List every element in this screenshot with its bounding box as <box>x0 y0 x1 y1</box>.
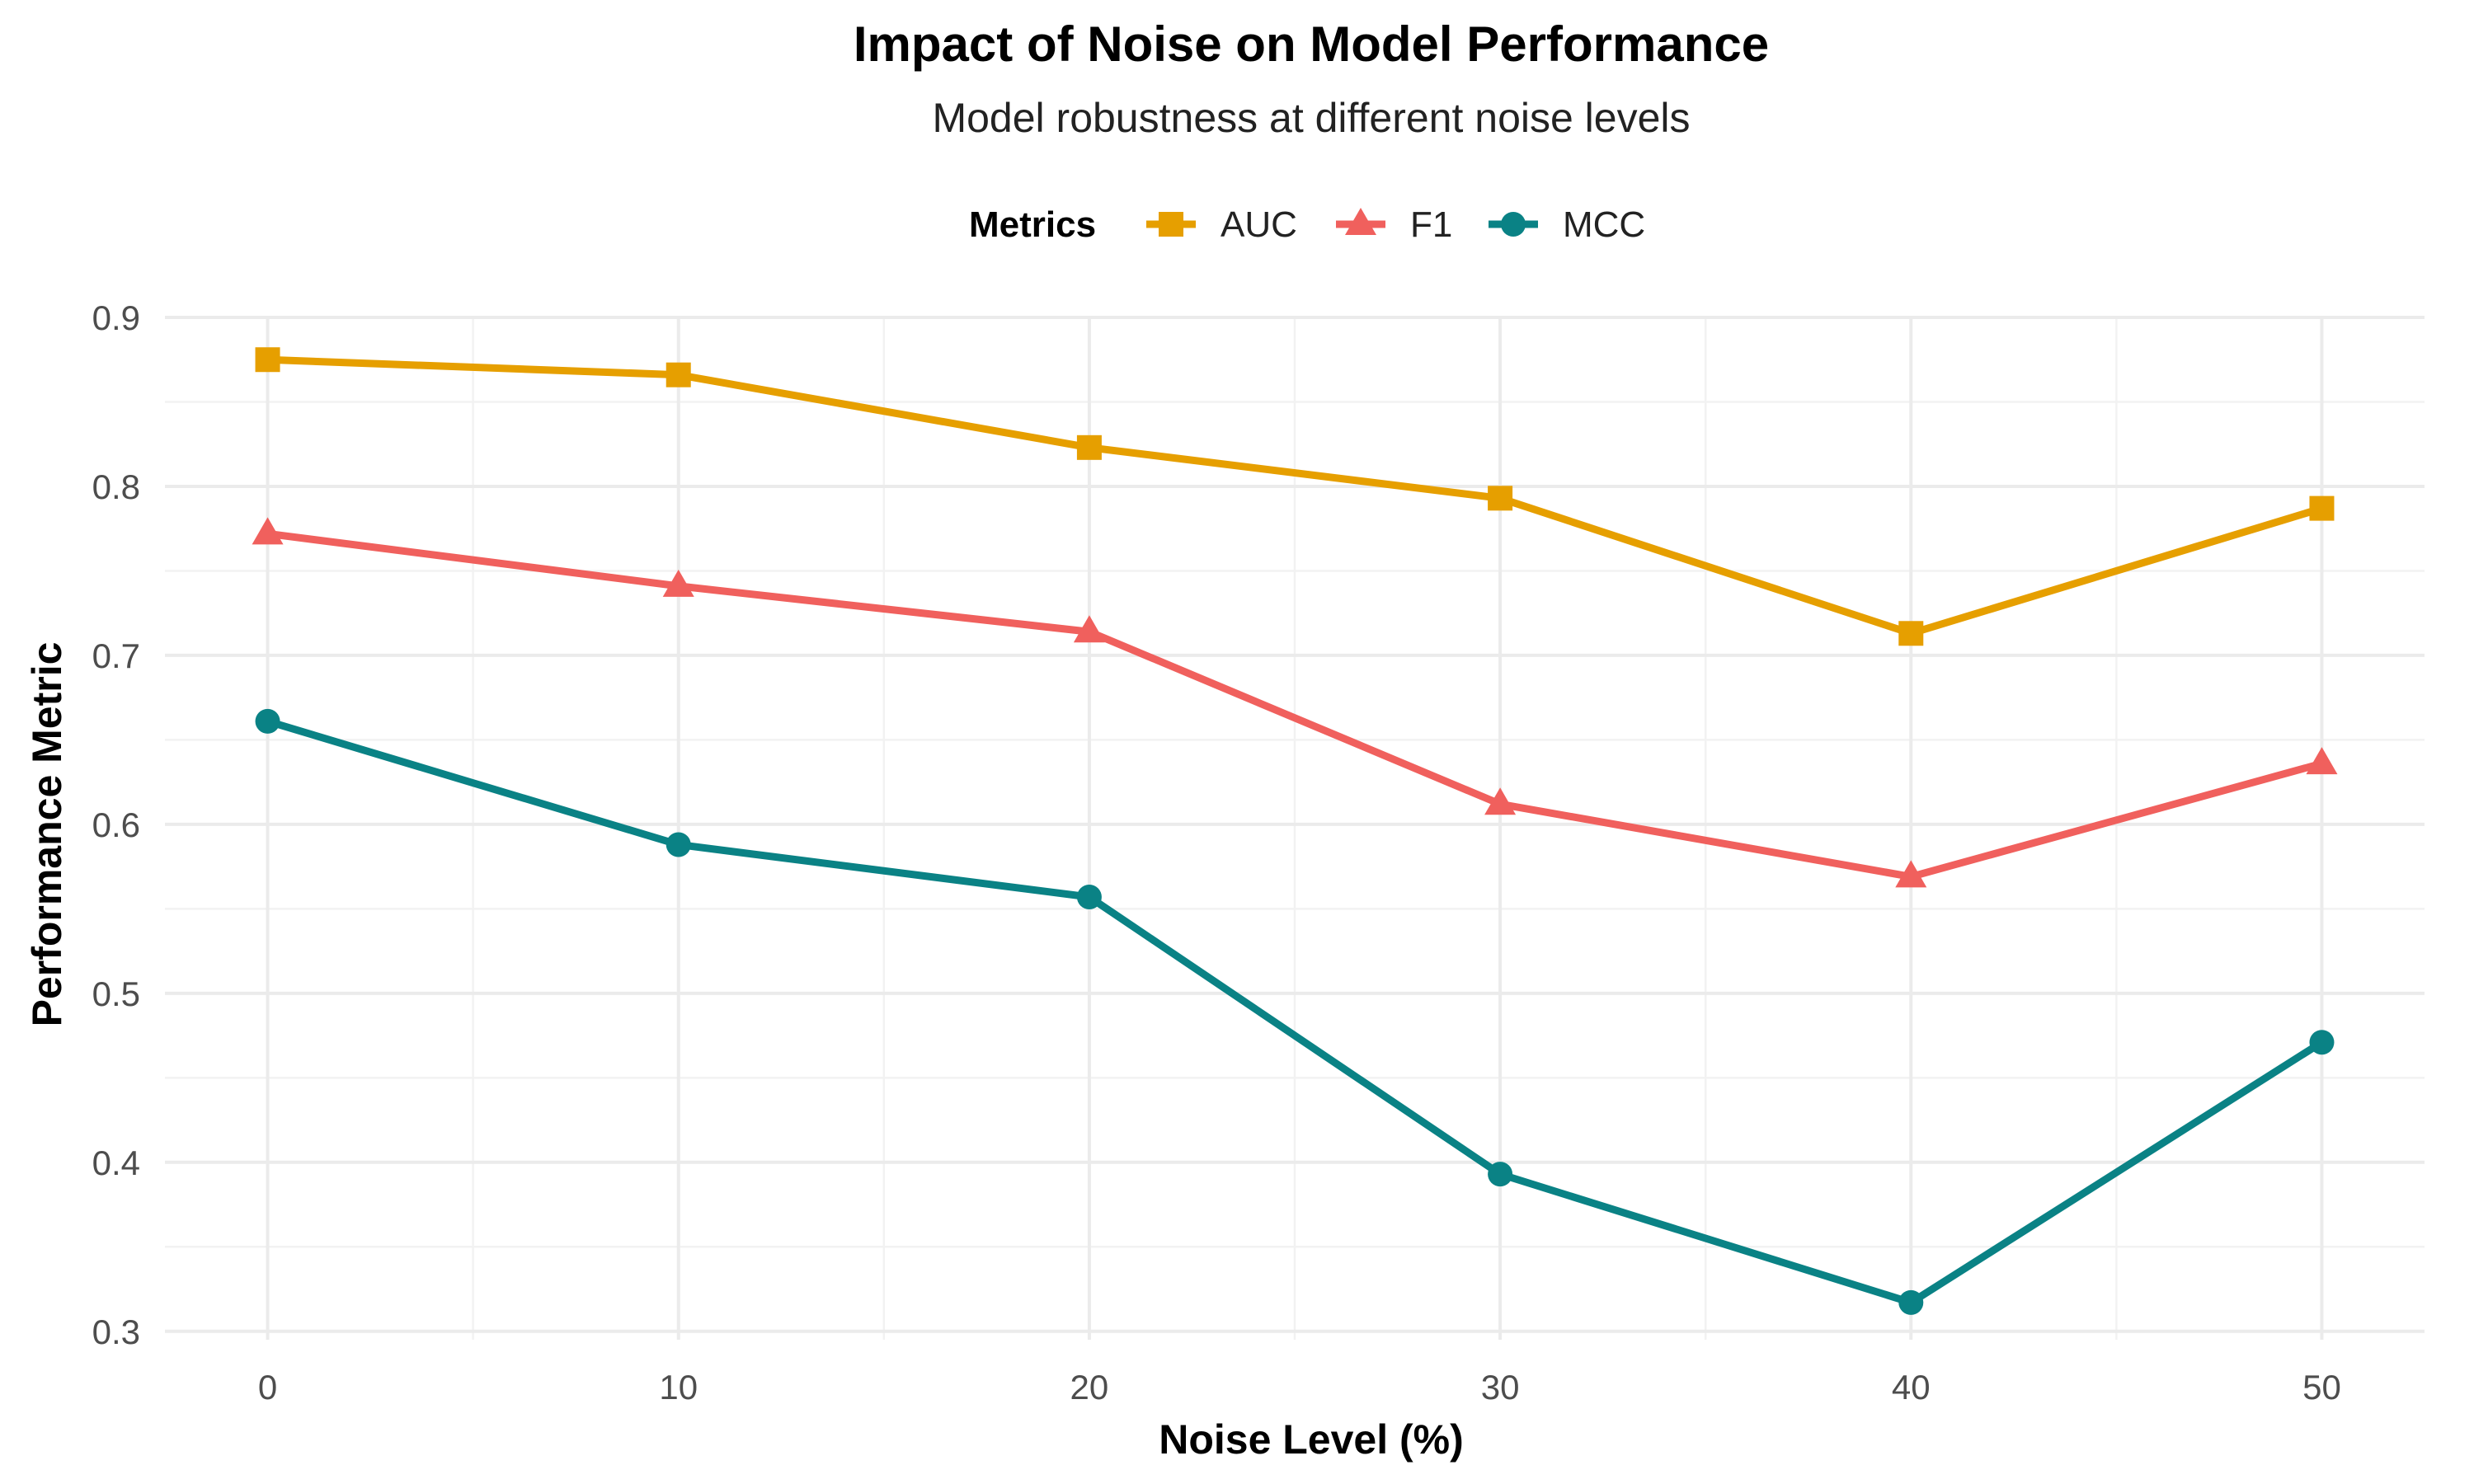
legend-key-marker <box>1501 212 1526 237</box>
x-tick-label: 40 <box>1892 1368 1931 1407</box>
data-point-f1 <box>662 569 694 597</box>
legend-item-auc: AUC <box>1146 204 1297 245</box>
x-axis: 0 10 20 30 40 50 <box>258 1368 2341 1407</box>
data-point-f1 <box>1895 860 1927 888</box>
data-point-f1 <box>1073 615 1105 643</box>
y-tick-label: 0.7 <box>92 636 140 675</box>
data-point-mcc <box>1488 1162 1513 1187</box>
data-point-auc <box>255 347 280 373</box>
x-tick-label: 30 <box>1481 1368 1520 1407</box>
data-point-auc <box>1076 434 1102 460</box>
grid <box>165 316 2425 1340</box>
x-tick-label: 0 <box>258 1368 277 1407</box>
y-tick-label: 0.9 <box>92 298 140 337</box>
data-point-mcc <box>2309 1030 2335 1055</box>
data-point-mcc <box>666 832 691 857</box>
series-f1 <box>252 517 2338 888</box>
series-layer <box>252 347 2338 1315</box>
series-line-auc <box>264 355 2326 637</box>
legend-label: AUC <box>1221 204 1297 245</box>
y-tick-label: 0.8 <box>92 467 140 506</box>
series-auc <box>255 347 2335 646</box>
data-point-f1 <box>1484 787 1517 815</box>
data-point-f1 <box>2306 747 2338 775</box>
x-axis-title: Noise Level (%) <box>1159 1416 1464 1463</box>
legend-item-f1: F1 <box>1336 204 1452 245</box>
legend: Metrics AUC F1 MCC <box>969 204 1645 245</box>
data-point-auc <box>1488 486 1513 511</box>
series-line-mcc <box>264 717 2326 1307</box>
series-mcc <box>255 708 2335 1315</box>
legend-label: MCC <box>1563 204 1645 245</box>
data-point-auc <box>1898 621 1924 646</box>
y-tick-label: 0.5 <box>92 974 140 1013</box>
series-line-f1 <box>264 529 2326 881</box>
y-tick-label: 0.6 <box>92 805 140 844</box>
y-axis: 0.3 0.4 0.5 0.6 0.7 0.8 0.9 <box>92 298 140 1351</box>
data-point-mcc <box>255 708 280 734</box>
y-axis-title: Performance Metric <box>24 642 70 1027</box>
x-tick-label: 20 <box>1070 1368 1109 1407</box>
legend-key-marker <box>1345 208 1376 235</box>
legend-title: Metrics <box>969 204 1096 245</box>
chart-subtitle: Model robustness at different noise leve… <box>932 95 1690 141</box>
y-tick-label: 0.3 <box>92 1313 140 1351</box>
x-tick-label: 10 <box>659 1368 698 1407</box>
data-point-auc <box>666 362 691 387</box>
x-tick-label: 50 <box>2302 1368 2341 1407</box>
data-point-mcc <box>1076 885 1102 910</box>
legend-label: F1 <box>1410 204 1452 245</box>
y-tick-label: 0.4 <box>92 1144 140 1182</box>
legend-key-marker <box>1159 212 1183 237</box>
legend-item-mcc: MCC <box>1489 204 1645 245</box>
chart-title: Impact of Noise on Model Performance <box>854 16 1769 72</box>
data-point-mcc <box>1898 1289 1924 1315</box>
data-point-auc <box>2309 495 2335 521</box>
data-point-f1 <box>252 517 284 545</box>
